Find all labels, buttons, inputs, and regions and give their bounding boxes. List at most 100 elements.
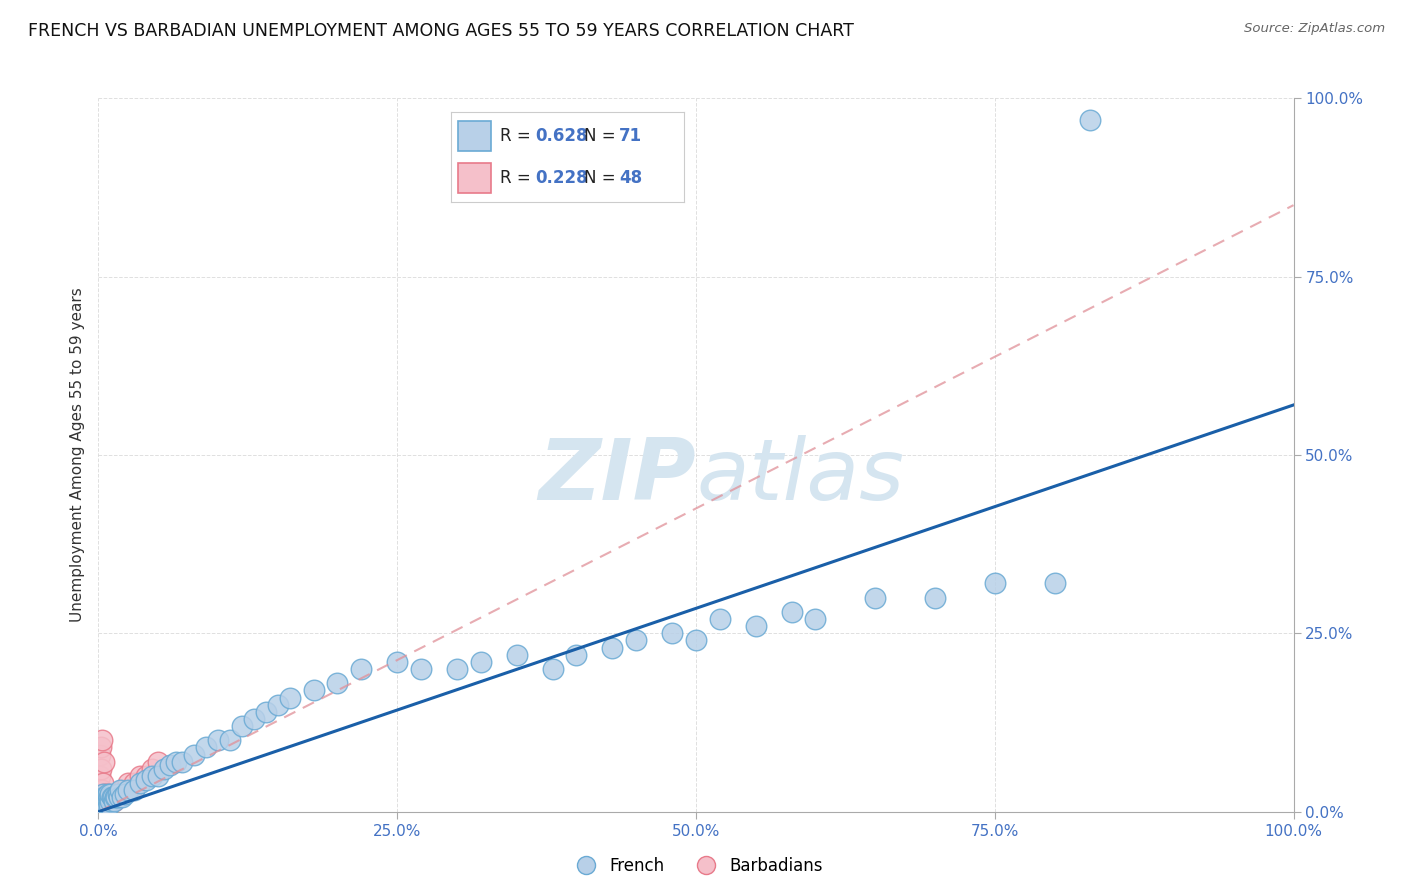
Point [565,648,588,662]
Point [90,797,112,812]
Point [89,787,111,801]
Point [278,690,301,705]
Point [745,619,768,633]
Point [91,787,114,801]
Point [100,790,122,805]
Point [780,605,803,619]
Point [114,783,136,797]
Point [90,794,112,808]
Point [89,790,111,805]
Point [108,787,131,801]
Point [101,790,124,805]
Point [141,769,163,783]
Point [94,790,117,805]
Point [183,747,205,762]
Point [108,783,131,797]
Point [104,790,127,805]
Point [93,790,115,805]
Point [148,755,170,769]
Point [93,787,115,801]
Text: Source: ZipAtlas.com: Source: ZipAtlas.com [1244,22,1385,36]
Point [1043,576,1066,591]
Point [90,762,112,776]
Point [111,790,134,805]
Point [194,740,217,755]
Point [600,640,623,655]
Y-axis label: Unemployment Among Ages 55 to 59 years: Unemployment Among Ages 55 to 59 years [69,287,84,623]
Point [98,794,122,808]
Point [1080,112,1102,127]
Point [98,787,122,801]
Point [129,776,152,790]
Point [97,787,120,801]
Point [172,755,194,769]
Point [624,633,647,648]
Point [411,662,433,676]
Point [326,676,349,690]
Point [141,762,163,776]
Text: ZIP: ZIP [538,434,696,518]
Point [91,733,114,747]
Point [541,662,564,676]
Point [104,790,127,805]
Text: atlas: atlas [696,434,904,518]
Point [219,733,242,747]
Point [159,758,181,772]
Point [89,783,111,797]
Point [97,794,120,808]
Point [91,783,114,797]
Point [91,790,114,805]
Point [91,790,114,805]
Point [924,591,946,605]
Point [94,790,117,805]
Point [267,698,290,712]
Point [90,740,112,755]
Point [91,776,114,790]
Point [135,769,157,783]
Point [98,794,122,808]
Point [103,794,125,808]
Point [98,797,121,812]
Point [89,797,111,812]
Point [94,797,117,812]
Point [207,733,229,747]
Point [96,797,118,812]
Point [254,705,277,719]
Point [90,790,112,805]
Point [98,790,122,805]
Point [94,794,117,808]
Point [97,790,120,805]
Text: FRENCH VS BARBADIAN UNEMPLOYMENT AMONG AGES 55 TO 59 YEARS CORRELATION CHART: FRENCH VS BARBADIAN UNEMPLOYMENT AMONG A… [28,22,853,40]
Point [91,797,114,812]
Point [96,787,118,801]
Point [91,790,114,805]
Point [96,794,118,808]
Point [135,772,157,787]
Point [350,662,373,676]
Point [93,755,115,769]
Point [117,783,139,797]
Point [103,794,125,808]
Point [302,683,325,698]
Point [111,783,134,797]
Point [107,790,129,805]
Point [863,591,886,605]
Point [124,783,146,797]
Point [124,776,146,790]
Point [90,794,112,808]
Point [89,769,111,783]
Point [89,747,111,762]
Point [165,755,187,769]
Point [506,648,529,662]
Point [93,797,115,812]
Point [98,790,121,805]
Point [97,797,120,812]
Point [101,790,124,805]
Point [105,790,128,805]
Point [117,776,139,790]
Point [89,794,111,808]
Point [804,612,827,626]
Point [98,794,121,808]
Point [93,794,115,808]
Point [470,655,492,669]
